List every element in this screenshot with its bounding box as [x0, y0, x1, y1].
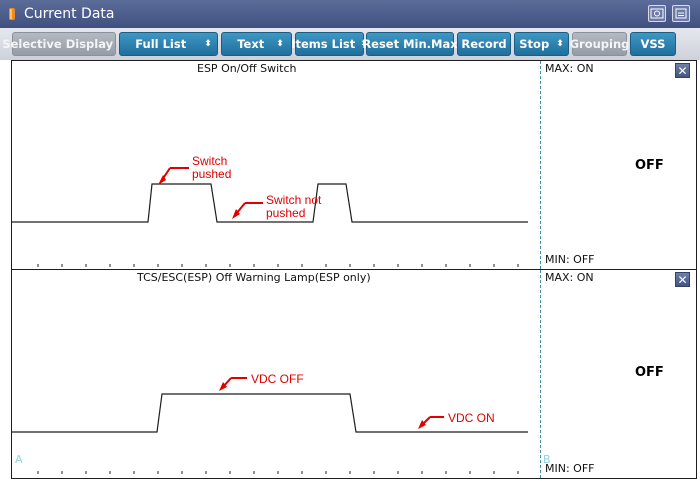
record-button[interactable]: Record [457, 32, 511, 56]
capture-icon [650, 8, 664, 19]
close-panel-button[interactable]: ✕ [675, 63, 690, 78]
current-value: OFF [635, 158, 664, 173]
reset-min-max-label: Reset Min.Max [362, 37, 458, 51]
annotation-switch-not-pushed-line2: pushed [266, 206, 305, 220]
toolbar: Selective Display⬍ Full List⬍ Text⬍ Item… [0, 28, 700, 60]
items-list-dropdown[interactable]: Items List ⬍ [291, 32, 368, 56]
text-dropdown[interactable]: Text ⬍ [221, 32, 292, 56]
current-value: OFF [635, 365, 664, 380]
annotation-arrow [418, 416, 444, 429]
capture-button[interactable] [648, 5, 666, 22]
stop-label: Stop [519, 37, 550, 51]
vss-label: VSS [640, 37, 666, 51]
signal-trace-esp-switch [12, 183, 528, 223]
close-panel-button[interactable]: ✕ [675, 272, 690, 287]
selective-display-label: Selective Display [2, 37, 114, 51]
full-list-label: Full List [135, 37, 187, 51]
updown-arrow-icon: ⬍ [276, 39, 284, 49]
panel-title: TCS/ESC(ESP) Off Warning Lamp(ESP only) [137, 271, 371, 284]
minimize-icon [675, 8, 687, 19]
selective-display-button[interactable]: Selective Display⬍ [2, 32, 126, 56]
cursor-a-label[interactable]: A [15, 453, 23, 466]
graph-esp-switch[interactable]: Switch pushed Switch not pushed [12, 61, 542, 269]
data-panel-warning-lamp: VDC OFF VDC ON TCS/ESC(ESP) Off Warning … [11, 269, 697, 479]
annotation-switch-pushed-line2: pushed [192, 167, 231, 181]
grouping-label: Grouping [569, 37, 630, 51]
minimize-button[interactable] [672, 5, 690, 22]
data-panel-esp-switch: Switch pushed Switch not pushed ESP On/O… [11, 60, 697, 270]
cursor-b-label[interactable]: B [543, 453, 551, 466]
time-axis-ticks [37, 471, 519, 474]
annotation-arrow [158, 167, 189, 185]
window-title-group: Current Data [8, 3, 114, 25]
full-list-dropdown[interactable]: Full List ⬍ [119, 32, 218, 56]
annotation-switch-pushed-line1: Switch [192, 154, 227, 168]
close-icon: ✕ [677, 273, 688, 287]
grouping-button[interactable]: Grouping [569, 32, 630, 56]
min-label: MIN: OFF [545, 462, 595, 475]
updown-arrow-icon: ⬍ [360, 39, 368, 49]
close-icon: ✕ [677, 64, 688, 78]
panel-title: ESP On/Off Switch [197, 62, 297, 75]
time-axis-ticks [37, 264, 519, 267]
value-divider [540, 270, 541, 478]
max-label: MAX: ON [545, 62, 594, 75]
annotation-arrow [219, 377, 247, 391]
text-label: Text [237, 37, 265, 51]
record-label: Record [461, 37, 507, 51]
flame-marker-icon [9, 8, 15, 20]
updown-arrow-icon: ⬍ [204, 39, 212, 49]
max-label: MAX: ON [545, 271, 594, 284]
vss-button[interactable]: VSS [630, 32, 676, 56]
signal-trace-warning-lamp [12, 393, 528, 433]
items-list-label: Items List [291, 37, 356, 51]
window-titlebar: Current Data [0, 0, 700, 28]
annotation-arrow [232, 202, 263, 219]
value-divider [540, 61, 541, 269]
annotation-switch-not-pushed-line1: Switch not [266, 193, 322, 207]
annotation-vdc-on: VDC ON [448, 411, 495, 425]
min-label: MIN: OFF [545, 253, 595, 266]
graph-warning-lamp[interactable]: VDC OFF VDC ON [12, 270, 542, 478]
annotation-vdc-off: VDC OFF [251, 372, 304, 386]
stop-dropdown[interactable]: Stop ⬍ [514, 32, 569, 56]
window-title: Current Data [24, 6, 115, 22]
reset-min-max-button[interactable]: Reset Min.Max [362, 32, 458, 56]
updown-arrow-icon: ⬍ [556, 39, 564, 49]
